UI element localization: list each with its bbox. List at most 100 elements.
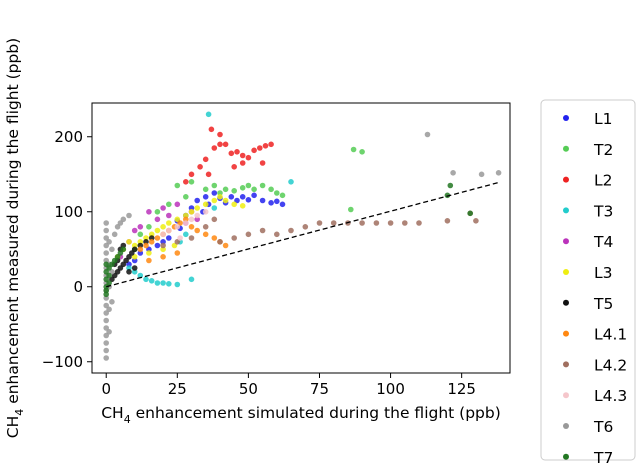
data-point-l4-3 [160, 231, 166, 238]
data-point-l2 [183, 179, 189, 185]
data-point-t7 [103, 291, 109, 298]
data-point-l4-2 [316, 220, 323, 226]
data-point-l4-2 [330, 220, 337, 226]
data-point-t7 [106, 272, 112, 279]
data-point-t6 [103, 355, 109, 361]
data-point-l4-1 [174, 250, 181, 256]
data-point-l1 [228, 194, 235, 200]
data-point-t6 [109, 246, 115, 253]
data-point-l2 [188, 171, 195, 178]
y-tick-label: 100 [54, 203, 83, 221]
data-point-l4-1 [188, 224, 195, 230]
data-point-t7 [444, 192, 451, 199]
x-tick-label: 125 [447, 380, 476, 398]
data-point-l2 [257, 145, 263, 151]
data-point-l3 [231, 201, 237, 208]
data-point-l3 [217, 194, 223, 200]
data-point-t4 [160, 205, 166, 211]
data-point-l4-2 [211, 216, 218, 223]
legend-label-t4: T4 [593, 233, 613, 251]
data-point-t2 [274, 190, 280, 196]
data-point-l4-2 [217, 239, 223, 245]
data-point-l3 [188, 209, 195, 215]
data-point-l3 [222, 197, 229, 204]
data-point-t7 [106, 280, 112, 286]
x-tick-label: 100 [376, 380, 405, 398]
data-point-t5 [131, 246, 138, 253]
data-point-l2 [217, 141, 223, 148]
data-point-l4-1 [194, 227, 200, 234]
data-point-t7 [447, 182, 454, 189]
data-point-l1 [194, 197, 200, 204]
data-point-l4-1 [146, 257, 152, 264]
data-point-l1 [245, 197, 252, 203]
data-point-t6 [103, 220, 109, 226]
data-point-t2 [231, 188, 237, 194]
x-axis-ticks: 0 25 50 75 100 125 [101, 373, 476, 398]
data-point-t4 [137, 224, 144, 230]
data-point-t2 [183, 194, 189, 200]
legend-marker-t5 [563, 299, 569, 306]
data-point-l4-1 [160, 253, 166, 260]
data-point-t2 [166, 201, 172, 208]
data-point-l2 [217, 131, 223, 138]
y-tick-label: −100 [42, 353, 83, 371]
data-point-l4-1 [211, 235, 218, 241]
data-point-l4-3 [188, 216, 195, 223]
data-point-l2 [197, 164, 203, 170]
data-point-l4-2 [160, 242, 166, 249]
data-point-t3 [154, 280, 161, 286]
data-point-t2 [137, 231, 144, 238]
data-point-t2 [279, 192, 286, 199]
data-point-l2 [234, 149, 240, 155]
data-point-t6 [478, 171, 485, 178]
data-point-l4-2 [245, 231, 252, 238]
data-point-l1 [259, 197, 266, 204]
data-point-l4-2 [416, 220, 422, 226]
data-point-l2 [202, 156, 209, 163]
data-point-t3 [160, 280, 166, 286]
data-point-l3 [146, 250, 152, 256]
data-point-t6 [103, 347, 109, 354]
data-point-l4-1 [143, 242, 149, 249]
data-point-t3 [188, 276, 195, 283]
data-point-l2 [231, 164, 237, 170]
data-point-t6 [103, 235, 109, 241]
data-point-t5 [131, 265, 138, 271]
data-point-l2 [268, 141, 274, 148]
x-tick-label: 75 [310, 380, 329, 398]
data-point-l3 [160, 224, 166, 230]
data-point-l3 [239, 203, 246, 209]
data-point-t3 [205, 111, 212, 118]
data-point-t6 [103, 325, 109, 331]
data-point-t6 [103, 227, 109, 234]
plot-frame [91, 102, 511, 374]
data-point-t6 [450, 170, 456, 176]
data-point-t3 [143, 276, 149, 283]
data-point-t2 [348, 206, 354, 213]
data-point-l2 [228, 150, 235, 157]
y-axis-ticks: −100 0 100 200 [42, 128, 92, 371]
x-axis-label: CH4 enhancement simulated during the fli… [101, 404, 501, 426]
data-point-l4-2 [387, 220, 394, 226]
data-point-l4-1 [148, 239, 155, 245]
data-point-t4 [154, 216, 161, 223]
y-axis-label: CH4 enhancement measured during the flig… [4, 38, 26, 438]
data-point-t2 [188, 179, 195, 185]
data-point-l3 [131, 253, 138, 260]
data-point-l4-3 [166, 227, 172, 234]
legend-label-t3: T3 [593, 202, 613, 220]
data-point-l4-3 [202, 209, 209, 215]
data-point-t7 [120, 246, 127, 253]
data-point-l4-2 [288, 227, 294, 234]
data-point-l2 [205, 171, 212, 178]
data-point-t4 [174, 201, 181, 208]
data-point-t2 [174, 182, 181, 189]
data-point-l4-1 [202, 231, 209, 238]
data-point-l4-3 [183, 220, 189, 226]
data-point-l4-2 [274, 231, 280, 238]
data-point-t6 [106, 306, 112, 313]
legend-label-t2: T2 [593, 141, 613, 159]
legend-label-l4-2: L4.2 [594, 356, 627, 374]
legend: L1 T2 L2 T3 T4 L3 T5 L4.1 L4.2 L4.3 T6 T7 [540, 99, 636, 464]
